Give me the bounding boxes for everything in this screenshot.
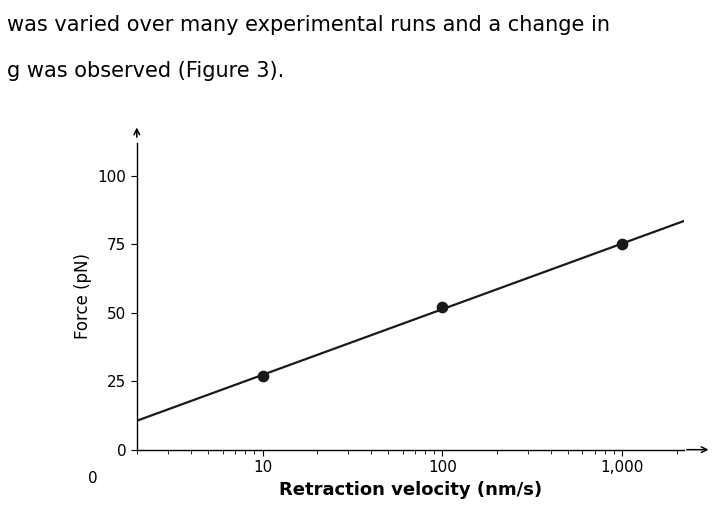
Point xyxy=(257,371,269,380)
Text: 0: 0 xyxy=(89,471,98,486)
Point xyxy=(437,303,449,311)
Y-axis label: Force (pN): Force (pN) xyxy=(74,253,92,339)
X-axis label: Retraction velocity (nm/s): Retraction velocity (nm/s) xyxy=(279,481,542,499)
Point xyxy=(616,240,628,248)
Text: g was observed (Figure 3).: g was observed (Figure 3). xyxy=(7,61,284,81)
Text: was varied over many experimental runs and a change in: was varied over many experimental runs a… xyxy=(7,15,611,35)
